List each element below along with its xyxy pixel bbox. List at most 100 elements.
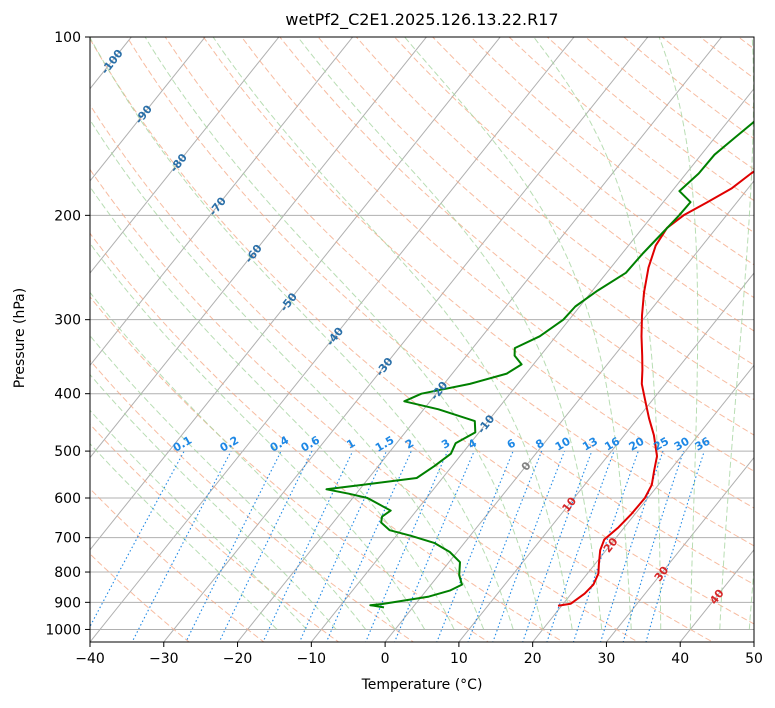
isotherm-line bbox=[458, 272, 754, 642]
mixing-ratio-label: 1 bbox=[344, 437, 357, 452]
dry-adiabat bbox=[741, 10, 775, 654]
y-tick-label: 100 bbox=[54, 30, 81, 46]
x-tick-label: 30 bbox=[598, 651, 616, 667]
dry-adiabat-label: 30 bbox=[652, 564, 672, 584]
isotherm-line bbox=[753, 641, 754, 642]
dry-adiabat bbox=[546, 37, 754, 202]
y-tick-label: 1000 bbox=[45, 622, 81, 638]
x-axis-label: Temperature (°C) bbox=[361, 677, 483, 693]
mixing-ratio-label: 6 bbox=[505, 436, 518, 451]
mixing-ratio-line bbox=[572, 450, 639, 642]
moist-adiabat bbox=[90, 334, 366, 630]
moist-adiabat bbox=[719, 37, 754, 630]
dry-adiabat-label: -10 bbox=[475, 412, 498, 436]
temperature-profile bbox=[557, 170, 754, 607]
dry-adiabat-label: -100 bbox=[99, 47, 126, 77]
background-lines bbox=[0, 10, 775, 654]
dry-adiabat bbox=[90, 38, 754, 625]
isotherm-line bbox=[163, 37, 649, 642]
sounding-profiles bbox=[325, 120, 754, 609]
moist-adiabat bbox=[90, 409, 307, 630]
x-tick-label: 10 bbox=[450, 651, 468, 667]
mixing-ratio-line bbox=[394, 450, 475, 642]
isotherm-line bbox=[679, 548, 754, 642]
isotherm-line bbox=[605, 456, 754, 642]
dry-adiabat bbox=[164, 37, 754, 547]
y-tick-label: 700 bbox=[54, 531, 81, 547]
isotherm-line bbox=[90, 37, 280, 274]
dry-adiabat bbox=[90, 232, 564, 642]
line-labels: 0.1 0.2 0.4 0.6 1 1.5 2 3 4 6 8 10 13 16 20 25 30 36-100-… bbox=[99, 47, 727, 607]
x-tick-label: −40 bbox=[75, 651, 105, 667]
moist-adiabat bbox=[748, 563, 754, 630]
dry-adiabat bbox=[90, 104, 714, 642]
x-tick-label: −20 bbox=[223, 651, 253, 667]
dry-adiabat bbox=[202, 37, 754, 509]
moist-adiabat bbox=[90, 242, 426, 630]
y-tick-label: 400 bbox=[54, 387, 81, 403]
isotherm-line bbox=[90, 37, 501, 551]
x-tick-label: −10 bbox=[297, 651, 327, 667]
dry-adiabat bbox=[90, 553, 190, 642]
chart-title: wetPf2_C2E1.2025.126.13.22.R17 bbox=[285, 10, 559, 29]
x-tick-label: 50 bbox=[745, 651, 763, 667]
y-tick-label: 600 bbox=[54, 491, 81, 507]
moist-adiabat bbox=[212, 37, 573, 630]
y-tick-label: 200 bbox=[54, 208, 81, 224]
mixing-ratio-label: 3 bbox=[439, 437, 452, 452]
isotherm-line bbox=[0, 10, 5, 654]
moist-adiabat bbox=[90, 37, 514, 630]
mixing-ratio-line bbox=[365, 450, 449, 642]
moist-adiabat bbox=[297, 37, 603, 630]
dry-adiabat bbox=[90, 488, 265, 642]
moist-adiabat bbox=[90, 442, 278, 630]
plot-frame bbox=[89, 36, 755, 643]
axes-ticks: −40 −30 −20 −10 0 10 20 30 40 5010009008007006005… bbox=[45, 30, 763, 667]
x-tick-label: 40 bbox=[671, 651, 689, 667]
isotherm-line bbox=[90, 37, 132, 90]
moist-adiabat bbox=[90, 186, 455, 630]
dry-adiabat bbox=[90, 168, 639, 642]
x-tick-label: 0 bbox=[381, 651, 390, 667]
dry-adiabat bbox=[279, 37, 754, 436]
dry-adiabat bbox=[317, 37, 754, 401]
mixing-ratio-line bbox=[90, 450, 185, 628]
dry-adiabat bbox=[240, 37, 754, 472]
dry-adiabat bbox=[699, 37, 754, 79]
dry-adiabat bbox=[432, 37, 754, 299]
mixing-ratio-line bbox=[546, 450, 615, 642]
y-tick-label: 500 bbox=[54, 444, 81, 460]
mixing-ratio-line bbox=[325, 450, 412, 642]
mixing-ratio-label: 2 bbox=[403, 437, 416, 452]
isotherm-line bbox=[0, 10, 79, 654]
isotherm-line bbox=[384, 180, 754, 642]
mixing-ratio-line bbox=[436, 450, 514, 642]
moist-adiabat bbox=[90, 373, 337, 630]
mixing-ratio-label: 4 bbox=[466, 436, 479, 451]
isotherm-line bbox=[236, 37, 723, 642]
mixing-ratio-line bbox=[645, 450, 705, 642]
mixing-ratio-line bbox=[262, 450, 354, 642]
dry-adiabat bbox=[470, 37, 754, 266]
isotherm-line bbox=[90, 37, 354, 367]
moist-adiabat bbox=[90, 291, 396, 630]
isotherm-line bbox=[90, 37, 206, 182]
dry-adiabat bbox=[126, 37, 754, 586]
isotherm-line bbox=[90, 37, 575, 642]
moist-adiabat bbox=[144, 37, 544, 630]
y-tick-label: 300 bbox=[54, 313, 81, 329]
isotherm-line bbox=[532, 364, 754, 642]
dry-adiabat bbox=[90, 359, 415, 642]
isotherm-line bbox=[310, 87, 754, 642]
x-tick-label: 20 bbox=[524, 651, 542, 667]
moist-adiabat bbox=[404, 37, 632, 630]
x-tick-label: −30 bbox=[149, 651, 179, 667]
mixing-ratio-line bbox=[298, 450, 387, 642]
y-tick-label: 800 bbox=[54, 565, 81, 581]
dry-adiabat bbox=[90, 296, 490, 642]
dewpoint-profile bbox=[325, 120, 754, 609]
mixing-ratio-label: 8 bbox=[533, 437, 546, 452]
moist-adiabat bbox=[533, 37, 662, 630]
mixing-ratio-line bbox=[218, 450, 313, 642]
